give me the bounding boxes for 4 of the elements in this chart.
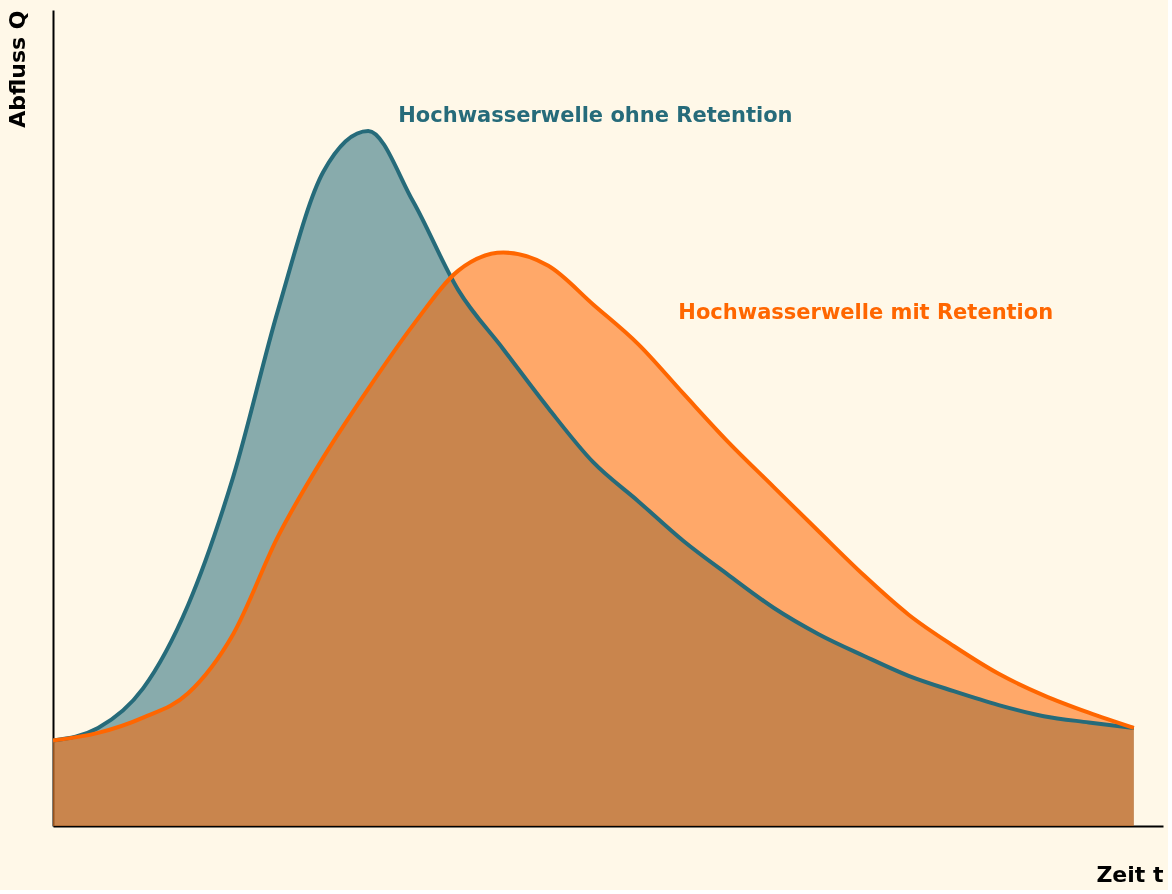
text: Hochwasserwelle mit Retention [678, 299, 1054, 324]
y-axis-title: Abfluss Q [4, 10, 30, 128]
x-axis-title: Zeit t [1096, 861, 1164, 887]
series-label: Hochwasserwelle ohne Retention [398, 102, 793, 127]
